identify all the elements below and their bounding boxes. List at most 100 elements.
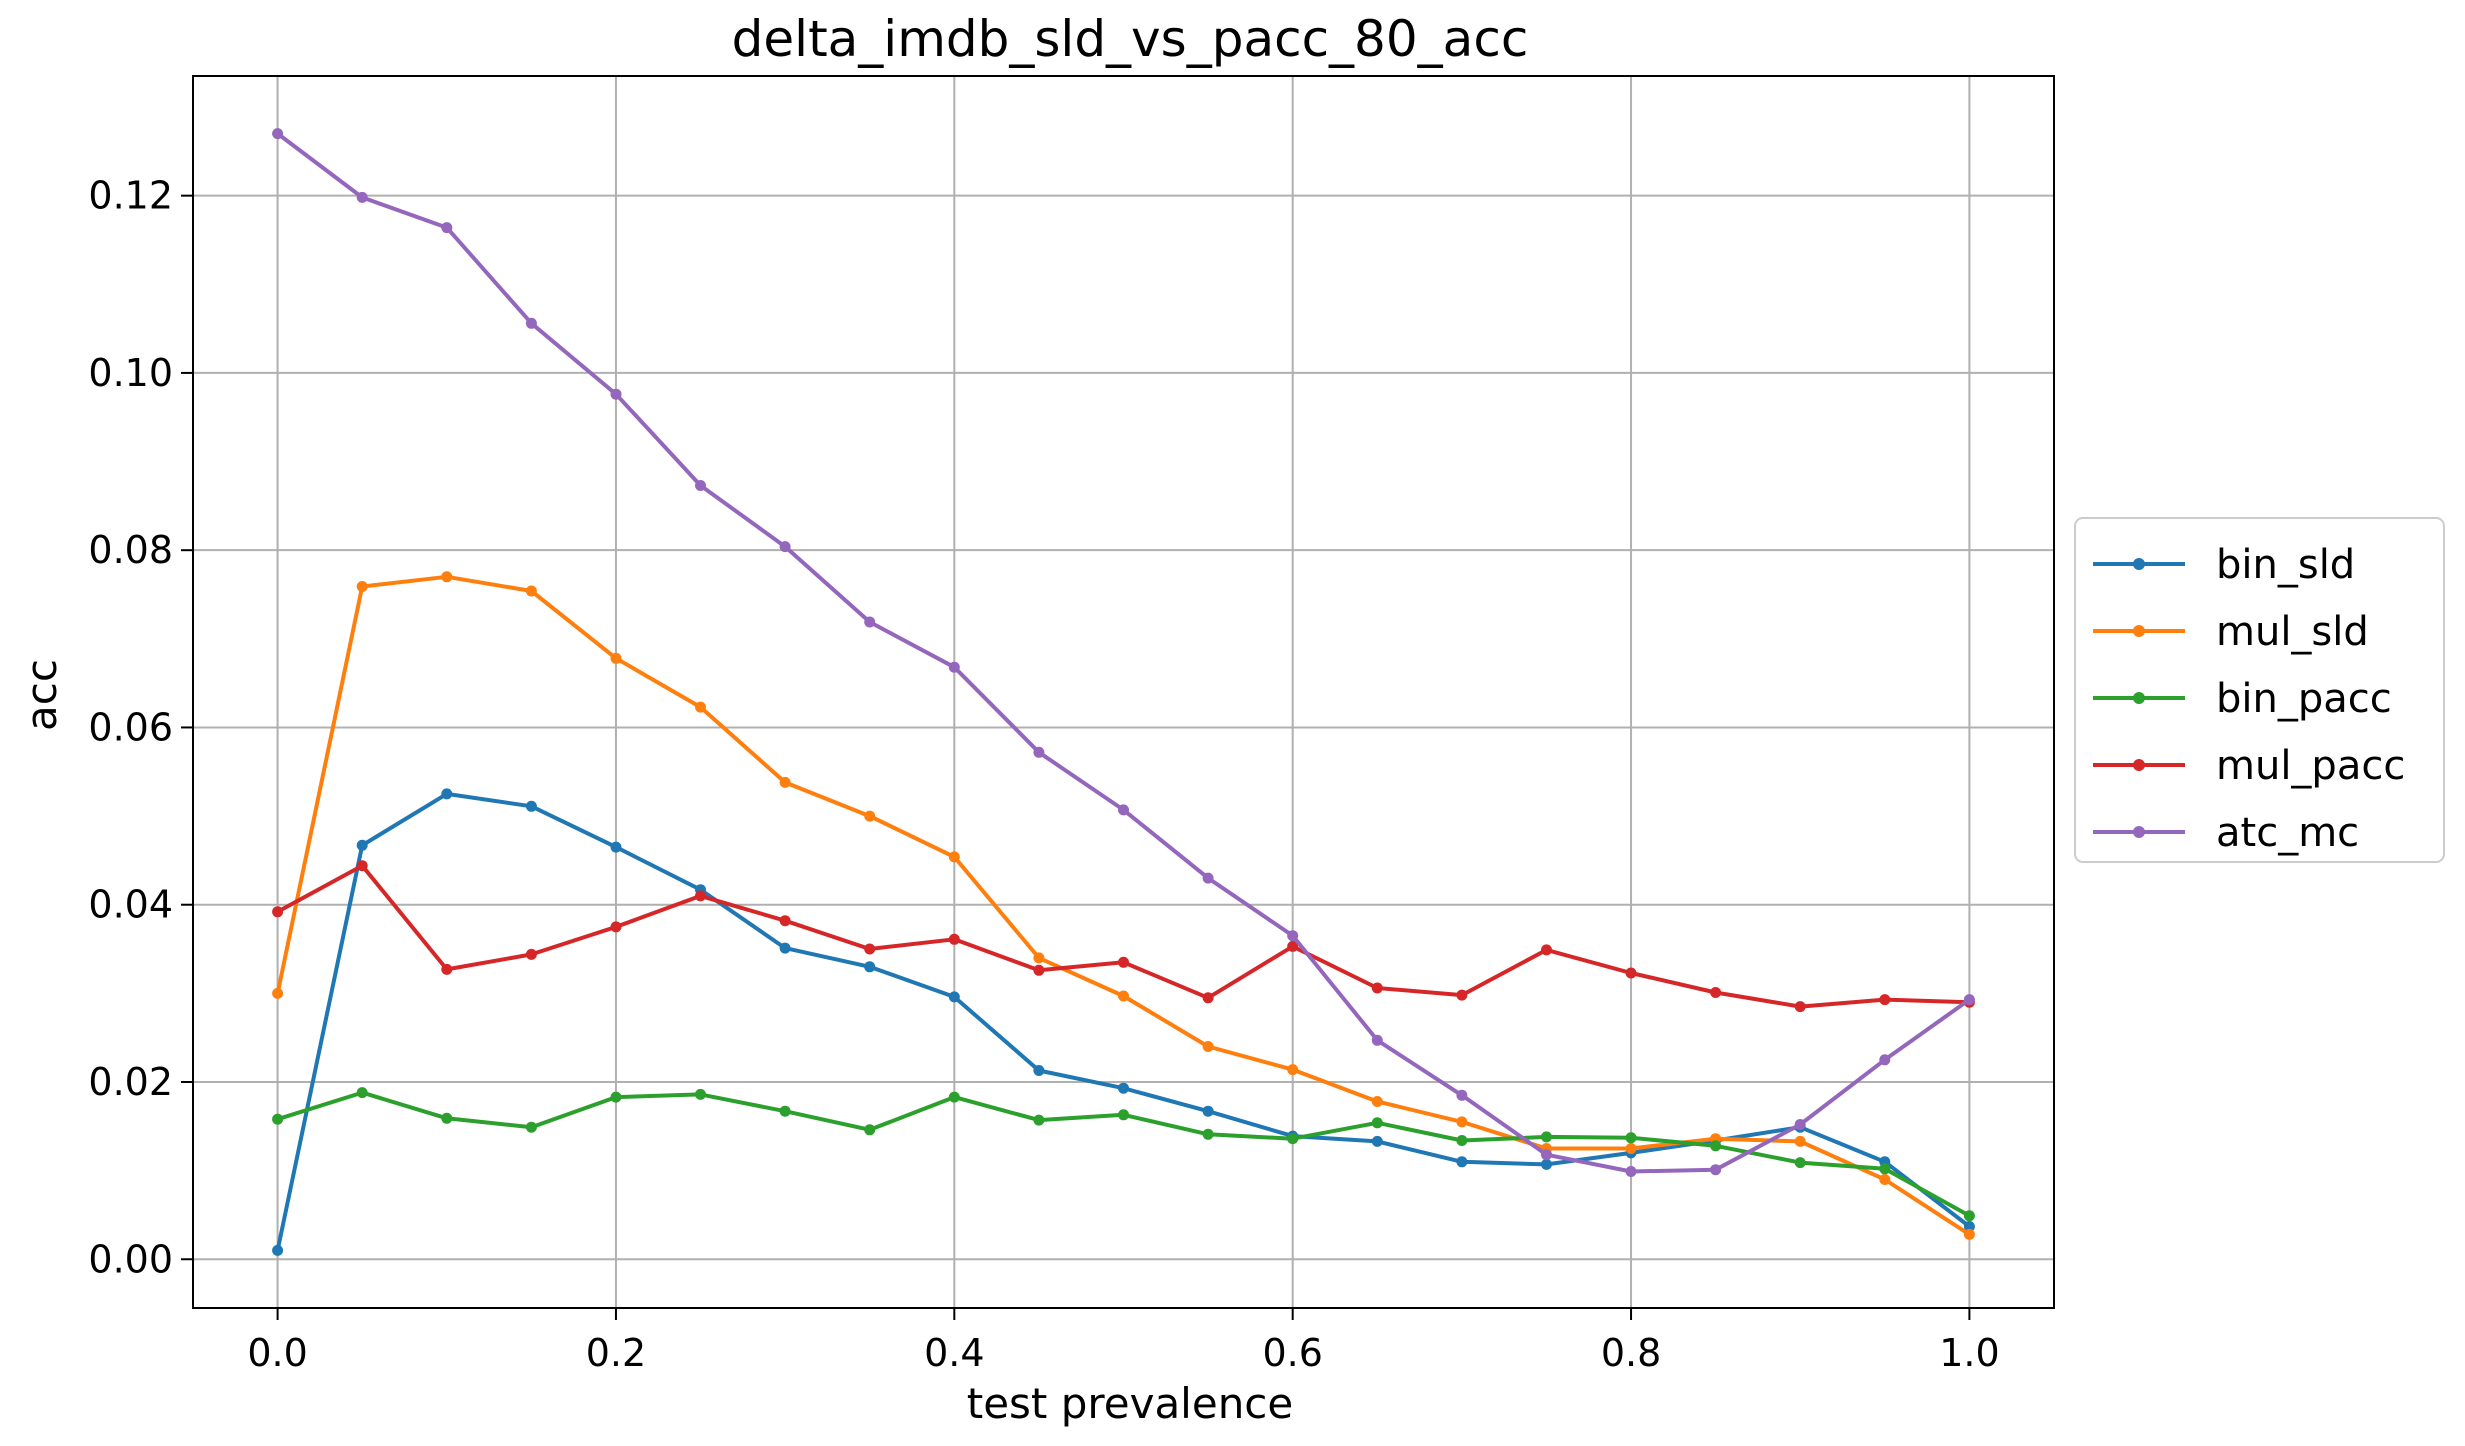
data-point-bin_sld [1033, 1065, 1045, 1076]
legend: bin_sld mul_sld bin_pacc mul_pacc atc_mc [2074, 517, 2445, 863]
series-atc_mc [272, 128, 1975, 1177]
data-point-bin_pacc [779, 1105, 791, 1117]
data-point-atc_mc [1963, 994, 1975, 1006]
data-point-mul_pacc [441, 963, 453, 975]
data-point-bin_sld [1963, 1221, 1975, 1232]
series-mul_pacc [272, 860, 1975, 1013]
data-point-mul_sld [1456, 1116, 1468, 1128]
data-point-mul_pacc [1541, 944, 1552, 956]
x-tick-label: 0.8 [1601, 1331, 1661, 1375]
data-point-mul_pacc [1879, 994, 1891, 1006]
data-point-atc_mc [1541, 1149, 1552, 1161]
series-lines [272, 128, 1975, 1256]
data-point-atc_mc [948, 661, 960, 673]
x-tick-label: 0.2 [586, 1331, 646, 1375]
data-point-bin_sld [948, 991, 960, 1003]
data-point-mul_sld [1287, 1064, 1299, 1076]
data-point-mul_pacc [356, 860, 368, 872]
y-tick-label: 0.08 [88, 528, 173, 572]
x-tick-label: 1.0 [1939, 1331, 1999, 1375]
legend-box [2074, 517, 2445, 863]
data-point-mul_pacc [1794, 1001, 1806, 1013]
data-point-bin_sld [610, 841, 622, 853]
data-point-mul_pacc [1202, 992, 1214, 1004]
data-point-bin_sld [864, 961, 876, 973]
data-point-mul_sld [1625, 1143, 1637, 1154]
data-point-bin_sld [356, 839, 368, 851]
data-point-bin_pacc [695, 1088, 706, 1100]
data-point-atc_mc [272, 128, 284, 140]
data-point-bin_pacc [525, 1121, 537, 1133]
data-point-mul_sld [779, 776, 791, 788]
y-tick-label: 0.04 [88, 883, 173, 927]
series-line-bin_sld [275, 791, 1972, 1253]
data-point-bin_pacc [1118, 1109, 1129, 1121]
legend-label-atc_mc: atc_mc [2216, 810, 2359, 856]
data-point-atc_mc [1794, 1119, 1806, 1130]
data-point-atc_mc [1710, 1164, 1722, 1176]
data-point-mul_sld [1794, 1135, 1806, 1147]
data-point-atc_mc [1456, 1089, 1468, 1101]
plot-area-frame [192, 75, 2055, 1309]
data-point-mul_sld [356, 581, 368, 592]
data-point-mul_pacc [1033, 964, 1045, 976]
data-point-mul_pacc [525, 948, 537, 960]
data-point-atc_mc [1625, 1166, 1637, 1177]
legend-marker-bin_pacc [2133, 692, 2145, 704]
data-point-mul_pacc [1118, 956, 1129, 968]
data-point-atc_mc [1287, 930, 1299, 942]
data-point-mul_pacc [1625, 967, 1637, 979]
data-point-mul_sld [1963, 1228, 1975, 1240]
data-point-mul_sld [1371, 1096, 1383, 1107]
data-point-atc_mc [610, 388, 622, 400]
y-tick-label: 0.10 [88, 351, 173, 395]
data-point-mul_sld [1118, 990, 1129, 1002]
data-point-bin_pacc [948, 1091, 960, 1103]
y-tick-label: 0.00 [88, 1237, 173, 1281]
legend-marker-bin_sld [2133, 558, 2145, 570]
data-point-bin_sld [779, 942, 791, 954]
data-point-mul_sld [1879, 1174, 1891, 1185]
series-bin_sld [272, 788, 1975, 1256]
data-point-atc_mc [441, 222, 453, 234]
data-point-bin_sld [441, 788, 453, 800]
data-point-atc_mc [1033, 746, 1045, 758]
data-point-atc_mc [779, 541, 791, 553]
legend-marker-atc_mc [2133, 826, 2145, 838]
data-point-mul_pacc [779, 915, 791, 927]
data-point-bin_pacc [356, 1087, 368, 1099]
x-tick-label: 0.4 [924, 1331, 984, 1375]
y-tick-label: 0.12 [88, 174, 173, 218]
data-point-bin_pacc [1710, 1140, 1722, 1152]
data-point-mul_pacc [1371, 982, 1383, 994]
legend-label-mul_pacc: mul_pacc [2216, 743, 2405, 789]
data-point-bin_sld [1118, 1082, 1129, 1094]
legend-marker-mul_pacc [2133, 759, 2145, 771]
data-point-mul_sld [948, 851, 960, 863]
data-point-bin_pacc [1541, 1131, 1552, 1143]
legend-marker-mul_sld [2133, 625, 2145, 637]
grid-lines [193, 76, 2054, 1308]
data-point-mul_sld [864, 810, 876, 822]
y-axis-label: acc [17, 659, 66, 731]
y-tick-label: 0.06 [88, 705, 173, 749]
data-point-atc_mc [695, 480, 706, 491]
data-point-bin_pacc [1879, 1163, 1891, 1175]
data-point-bin_pacc [1202, 1128, 1214, 1140]
legend-label-bin_pacc: bin_pacc [2216, 676, 2392, 722]
data-point-mul_pacc [272, 906, 284, 918]
data-point-bin_pacc [1794, 1157, 1806, 1169]
legend-label-mul_sld: mul_sld [2216, 609, 2369, 655]
data-point-mul_pacc [695, 890, 706, 902]
data-point-atc_mc [1118, 804, 1129, 816]
series-line-mul_pacc [275, 863, 1972, 1009]
data-point-bin_pacc [1456, 1135, 1468, 1146]
data-point-bin_sld [1456, 1156, 1468, 1168]
data-point-bin_pacc [1371, 1117, 1383, 1129]
data-point-bin_pacc [610, 1091, 622, 1103]
data-point-atc_mc [1879, 1054, 1891, 1066]
data-point-bin_pacc [1287, 1133, 1299, 1145]
x-tick-label: 0.0 [247, 1331, 307, 1375]
data-point-atc_mc [1371, 1034, 1383, 1046]
